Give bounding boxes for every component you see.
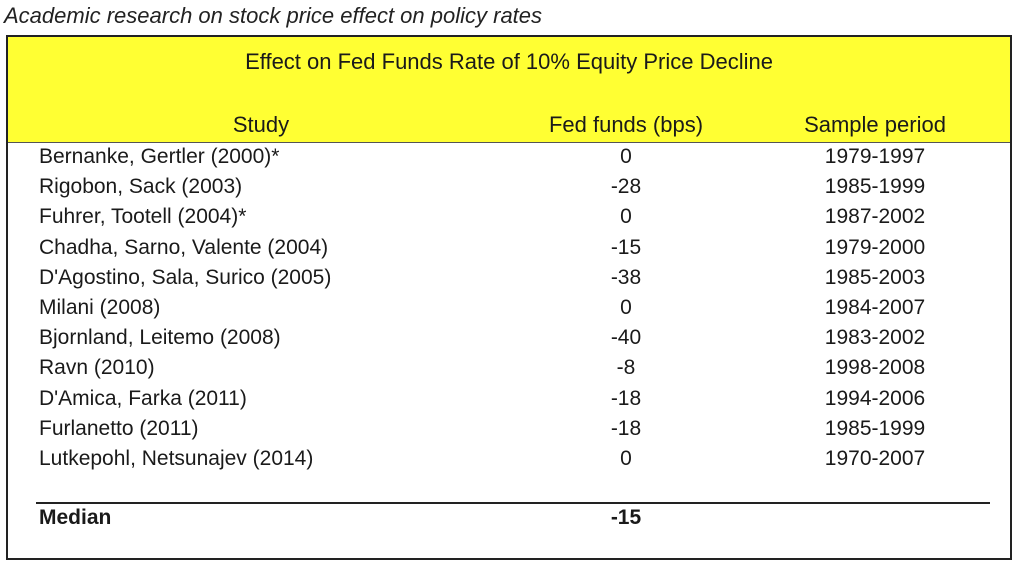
sample-period-cell: 1979-2000 [824,235,926,259]
sample-period-cell: 1985-2003 [824,265,926,289]
fed-funds-cell: -18 [610,386,642,410]
sample-period-cell: 1994-2006 [824,386,926,410]
table-row: D'Amica, Farka (2011) -18 1994-2006 [8,384,1010,414]
study-cell: D'Amica, Farka (2011) [39,386,247,410]
fed-funds-cell: 0 [620,205,632,229]
fed-funds-cell: 0 [620,446,632,470]
study-cell: Bjornland, Leitemo (2008) [39,326,281,350]
study-cell: Bernanke, Gertler (2000)* [39,145,280,168]
fed-funds-cell: 0 [620,295,632,319]
fed-funds-cell: -28 [610,175,642,199]
sample-period-cell: 1987-2002 [824,205,926,229]
study-cell: Chadha, Sarno, Valente (2004) [39,235,329,259]
table-row: Fuhrer, Tootell (2004)* 0 1987-2002 [8,202,1010,232]
median-divider [36,502,990,504]
study-cell: Fuhrer, Tootell (2004)* [39,205,247,229]
table-row: D'Agostino, Sala, Surico (2005) -38 1985… [8,263,1010,293]
table-row: Rigobon, Sack (2003) -28 1985-1999 [8,172,1010,202]
fed-funds-cell: -40 [610,326,642,350]
table-row: Ravn (2010) -8 1998-2008 [8,353,1010,383]
figure-caption: Academic research on stock price effect … [4,3,543,28]
table-row: Milani (2008) 0 1984-2007 [8,293,1010,323]
sample-period-cell: 1985-1999 [824,416,926,440]
fed-funds-cell: -18 [610,416,642,440]
study-cell: Lutkepohl, Netsunajev (2014) [39,446,314,470]
sample-period-cell: 1983-2002 [824,326,926,350]
table-row: Chadha, Sarno, Valente (2004) -15 1979-2… [8,233,1010,263]
fed-funds-cell: 0 [620,145,632,168]
study-cell: Milani (2008) [39,295,161,319]
column-header-study: Study [232,112,290,137]
study-cell: D'Agostino, Sala, Surico (2005) [39,265,332,289]
median-label: Median [39,506,112,529]
sample-period-cell: 1984-2007 [824,295,926,319]
sample-period-cell: 1985-1999 [824,175,926,199]
study-cell: Ravn (2010) [39,356,155,380]
fed-funds-cell: -15 [610,235,642,259]
table-row: Lutkepohl, Netsunajev (2014) 0 1970-2007 [8,444,1010,474]
sample-period-cell: 1998-2008 [824,356,926,380]
table-title: Effect on Fed Funds Rate of 10% Equity P… [245,49,773,74]
median-value: -15 [610,506,642,529]
table-frame: Effect on Fed Funds Rate of 10% Equity P… [6,35,1012,560]
table-row: Bernanke, Gertler (2000)* 0 1979-1997 [8,142,1010,172]
study-cell: Furlanetto (2011) [39,416,199,440]
study-cell: Rigobon, Sack (2003) [39,175,243,199]
table-header: Effect on Fed Funds Rate of 10% Equity P… [8,37,1010,143]
fed-funds-cell: -38 [610,265,642,289]
sample-period-cell: 1979-1997 [824,145,926,168]
column-header-fed-funds: Fed funds (bps) [548,112,704,137]
table-row: Bjornland, Leitemo (2008) -40 1983-2002 [8,323,1010,353]
table-row: Furlanetto (2011) -18 1985-1999 [8,414,1010,444]
fed-funds-cell: -8 [616,356,636,380]
sample-period-cell: 1970-2007 [824,446,926,470]
table-body: Bernanke, Gertler (2000)* 0 1979-1997 Ri… [8,142,1010,474]
column-header-sample-period: Sample period [804,112,946,137]
